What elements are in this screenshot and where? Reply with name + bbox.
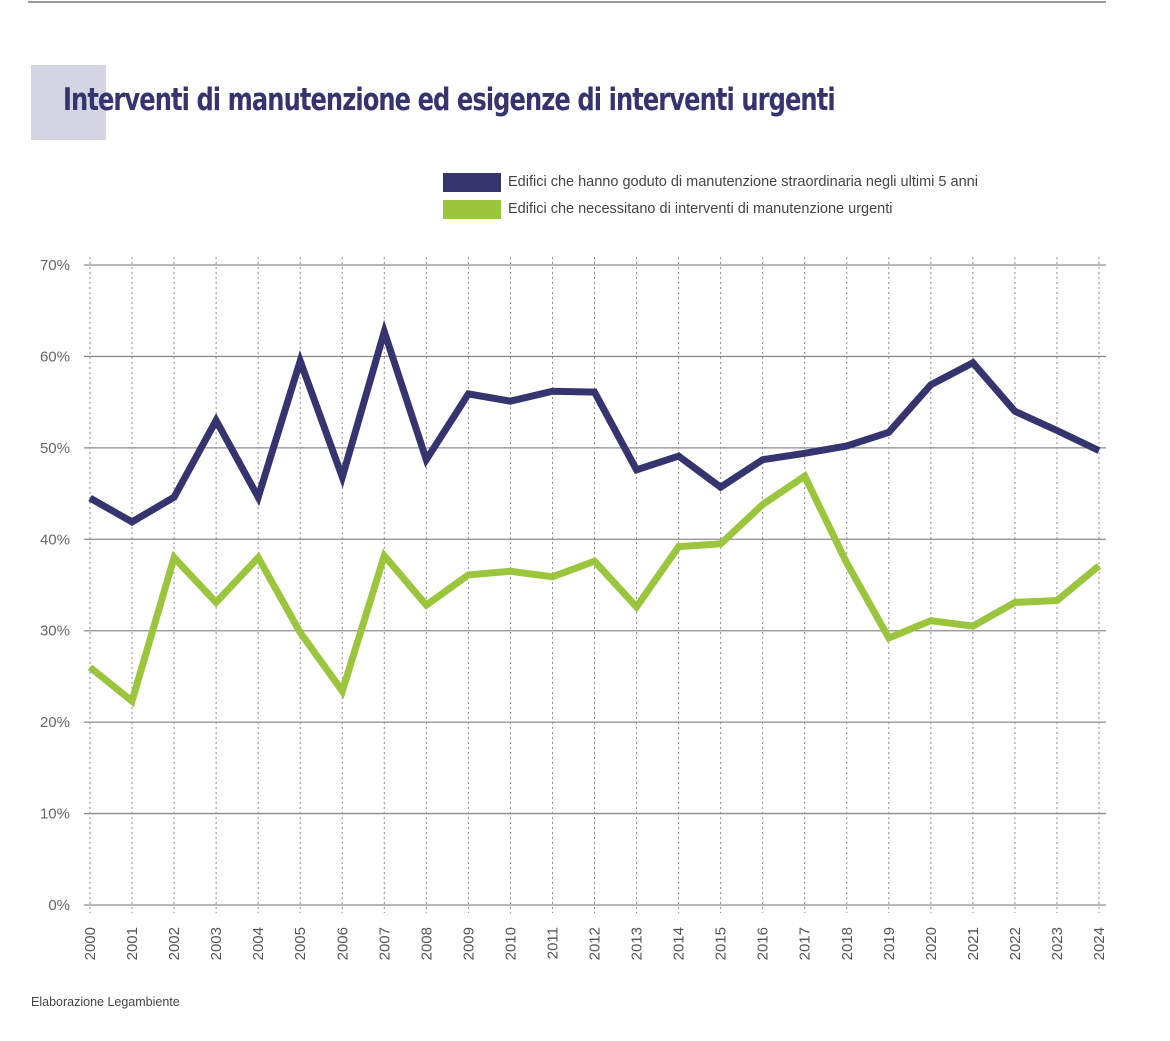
x-tick-label: 2020 bbox=[923, 927, 940, 960]
y-tick-label: 70% bbox=[40, 257, 70, 274]
x-tick-label: 2024 bbox=[1091, 927, 1108, 960]
legend-swatch-maintenance bbox=[443, 172, 501, 192]
x-tick-label: 2018 bbox=[839, 927, 856, 960]
x-tick-label: 2004 bbox=[250, 927, 267, 960]
x-tick-label: 2008 bbox=[418, 927, 435, 960]
y-tick-label: 60% bbox=[40, 348, 70, 365]
legend-item-maintenance: Edifici che hanno goduto di manutenzione… bbox=[443, 172, 978, 192]
y-tick-label: 0% bbox=[48, 897, 70, 914]
y-tick-label: 40% bbox=[40, 531, 70, 548]
horizontal-gridlines bbox=[84, 264, 1106, 906]
x-tick-label: 2021 bbox=[965, 927, 982, 960]
series-lines bbox=[87, 319, 1102, 708]
x-tick-label: 2023 bbox=[1049, 927, 1066, 960]
legend-swatch-urgent bbox=[443, 199, 501, 219]
vertical-gridlines bbox=[89, 257, 1100, 913]
y-tick-label: 10% bbox=[40, 806, 70, 823]
legend-label-urgent: Edifici che necessitano di interventi di… bbox=[508, 201, 893, 217]
x-tick-label: 2005 bbox=[292, 927, 309, 960]
y-tick-label: 20% bbox=[40, 714, 70, 731]
x-tick-label: 2015 bbox=[713, 927, 730, 960]
y-tick-label: 30% bbox=[40, 623, 70, 640]
x-tick-label: 2006 bbox=[334, 927, 351, 960]
legend-item-urgent: Edifici che necessitano di interventi di… bbox=[443, 199, 978, 219]
x-tick-label: 2012 bbox=[587, 927, 604, 960]
x-tick-label: 2014 bbox=[671, 927, 688, 960]
y-tick-label: 50% bbox=[40, 440, 70, 457]
y-axis-ticks: 0% 10% 20% 30% 40% 50% 60% 70% bbox=[40, 257, 70, 914]
x-tick-label: 2001 bbox=[124, 927, 141, 960]
top-rule bbox=[28, 1, 1106, 3]
x-tick-label: 2000 bbox=[82, 927, 99, 960]
legend-label-maintenance: Edifici che hanno goduto di manutenzione… bbox=[508, 174, 978, 190]
source-note: Elaborazione Legambiente bbox=[31, 995, 180, 1009]
x-tick-label: 2010 bbox=[502, 927, 519, 960]
x-tick-label: 2011 bbox=[544, 927, 561, 959]
x-tick-label: 2002 bbox=[166, 927, 183, 960]
x-tick-label: 2007 bbox=[376, 927, 393, 960]
x-tick-label: 2022 bbox=[1007, 927, 1024, 960]
x-tick-label: 2016 bbox=[755, 927, 772, 960]
title-accent-block bbox=[31, 65, 106, 140]
chart-title: Interventi di manutenzione ed esigenze d… bbox=[63, 82, 836, 118]
x-axis-ticks: 2000 2001 2002 2003 2004 2005 2006 2007 2008 2009… bbox=[82, 927, 1108, 960]
legend: Edifici che hanno goduto di manutenzione… bbox=[443, 172, 978, 226]
x-tick-label: 2009 bbox=[460, 927, 477, 960]
x-tick-label: 2003 bbox=[208, 927, 225, 960]
x-tick-label: 2019 bbox=[881, 927, 898, 960]
x-tick-label: 2017 bbox=[797, 927, 814, 960]
x-tick-label: 2013 bbox=[629, 927, 646, 960]
